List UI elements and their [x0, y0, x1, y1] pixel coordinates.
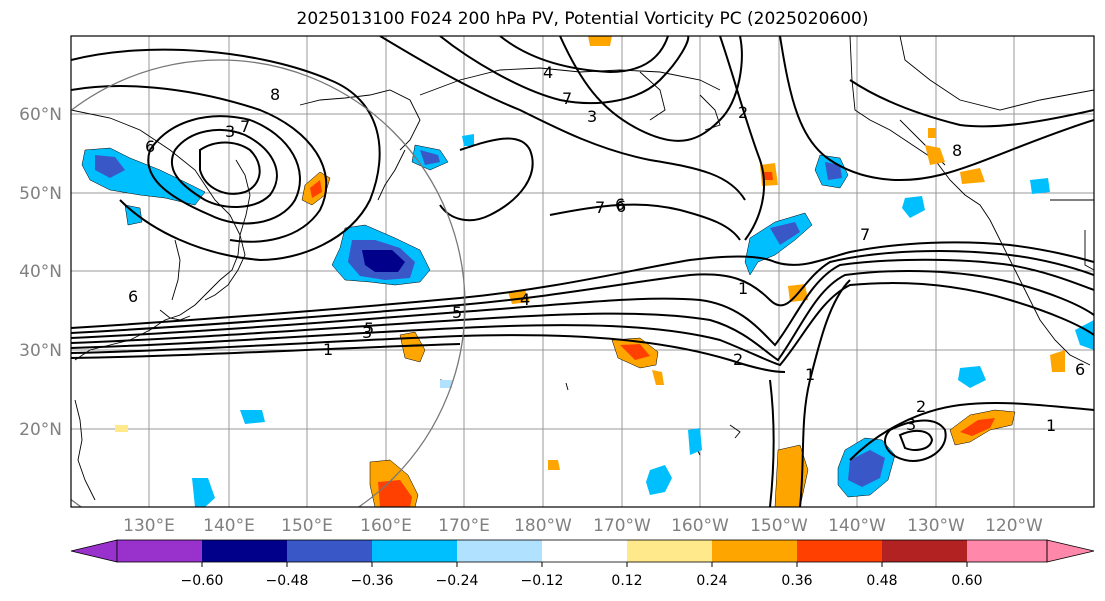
contour-label: 1	[805, 365, 815, 384]
colorbar-tick-label: 0.60	[951, 573, 982, 589]
colorbar-tick-label: −0.24	[436, 573, 479, 589]
contour-label: 2	[916, 397, 926, 416]
lon-label: 140°W	[828, 516, 886, 536]
contour-label: 7	[860, 225, 870, 244]
contour-label-group: 8 6 3 7 6 5 4 7 3 2 6 7 5 3 1 4 7 6 1 2 …	[128, 63, 1085, 435]
map-frame	[70, 35, 1095, 508]
contour-label: 3	[587, 107, 597, 126]
lon-label: 130°W	[907, 516, 965, 536]
colorbar-segment	[542, 540, 627, 562]
reference-circle	[71, 59, 466, 507]
contour-label: 8	[270, 85, 280, 104]
colorbar-frame	[116, 539, 1048, 563]
contour-label: 6	[145, 137, 155, 156]
colorbar-segment	[627, 540, 712, 562]
pv-contours	[71, 36, 1094, 507]
contour-label: 6	[128, 287, 138, 306]
lat-label: 20°N	[19, 420, 62, 440]
contour-label: 3	[362, 323, 372, 342]
colorbar-tick-label: −0.48	[266, 573, 309, 589]
longitude-labels: 130°E 140°E 150°E 160°E 170°E 180°W 170°…	[123, 516, 1043, 536]
colorbar-segment	[117, 540, 202, 562]
map-title: 2025013100 F024 200 hPa PV, Potential Vo…	[296, 9, 869, 29]
lat-label: 30°N	[19, 341, 62, 361]
contour-label: 4	[520, 290, 530, 309]
lon-label: 170°W	[593, 516, 651, 536]
colorbar-tick-label: 0.48	[866, 573, 897, 589]
lat-label: 60°N	[19, 105, 62, 125]
lon-label: 170°E	[438, 516, 490, 536]
contour-label: 2	[738, 103, 748, 122]
contour-label: 1	[1046, 416, 1056, 435]
colorbar-segment	[372, 540, 457, 562]
lon-label: 180°W	[514, 516, 572, 536]
colorbar-under-arrow	[70, 539, 118, 563]
pv-positive-anomalies	[115, 36, 1065, 507]
colorbar-tick-label: −0.60	[181, 573, 224, 589]
lon-label: 150°E	[281, 516, 333, 536]
colorbar-segment	[967, 540, 1047, 562]
contour-label: 2	[733, 350, 743, 369]
colorbar-tick-label: 0.12	[611, 573, 642, 589]
contour-label: 3	[906, 415, 916, 434]
colorbar-segment	[712, 540, 797, 562]
contour-label: 7	[562, 89, 572, 108]
contour-label: 5	[364, 319, 374, 338]
lon-label: 140°E	[203, 516, 255, 536]
lat-label: 40°N	[19, 262, 62, 282]
pv-negative-anomalies	[81, 134, 1094, 507]
colorbar-tick-label: 0.36	[781, 573, 812, 589]
latitude-labels: 60°N 50°N 40°N 30°N 20°N	[19, 105, 62, 440]
contour-label: 1	[323, 340, 333, 359]
colorbar-tick-label: −0.36	[351, 573, 394, 589]
map-content	[71, 36, 1094, 507]
contour-label: 7	[595, 198, 605, 217]
lat-label: 50°N	[19, 184, 62, 204]
contour-label: 6	[616, 197, 626, 216]
contour-label: 3	[225, 122, 235, 141]
colorbar-tick-label: −0.12	[521, 573, 564, 589]
contour-label: 6	[615, 195, 625, 214]
lon-label: 130°E	[123, 516, 175, 536]
colorbar-over-arrow	[1046, 539, 1095, 563]
lon-label: 160°E	[360, 516, 412, 536]
contour-label: 6	[1075, 360, 1085, 379]
contour-label: 5	[452, 303, 462, 322]
lon-label: 150°W	[750, 516, 808, 536]
colorbar-tick-labels: −0.60 −0.48 −0.36 −0.24 −0.12 0.12 0.24 …	[181, 573, 983, 589]
contour-label: 8	[952, 141, 962, 160]
colorbar-ticks	[201, 562, 968, 567]
lon-label: 160°W	[671, 516, 729, 536]
colorbar-segment	[287, 540, 372, 562]
lon-label: 120°W	[985, 516, 1043, 536]
contour-label: 4	[543, 63, 553, 82]
colorbar-segment	[882, 540, 967, 562]
contour-label: 7	[240, 117, 250, 136]
colorbar-segment	[797, 540, 882, 562]
colorbar-segment	[457, 540, 542, 562]
colorbar-segment	[202, 540, 287, 562]
colorbar-tick-label: 0.24	[696, 573, 727, 589]
colorbar: −0.60 −0.48 −0.36 −0.24 −0.12 0.12 0.24 …	[70, 539, 1095, 589]
contour-label: 1	[738, 279, 748, 298]
